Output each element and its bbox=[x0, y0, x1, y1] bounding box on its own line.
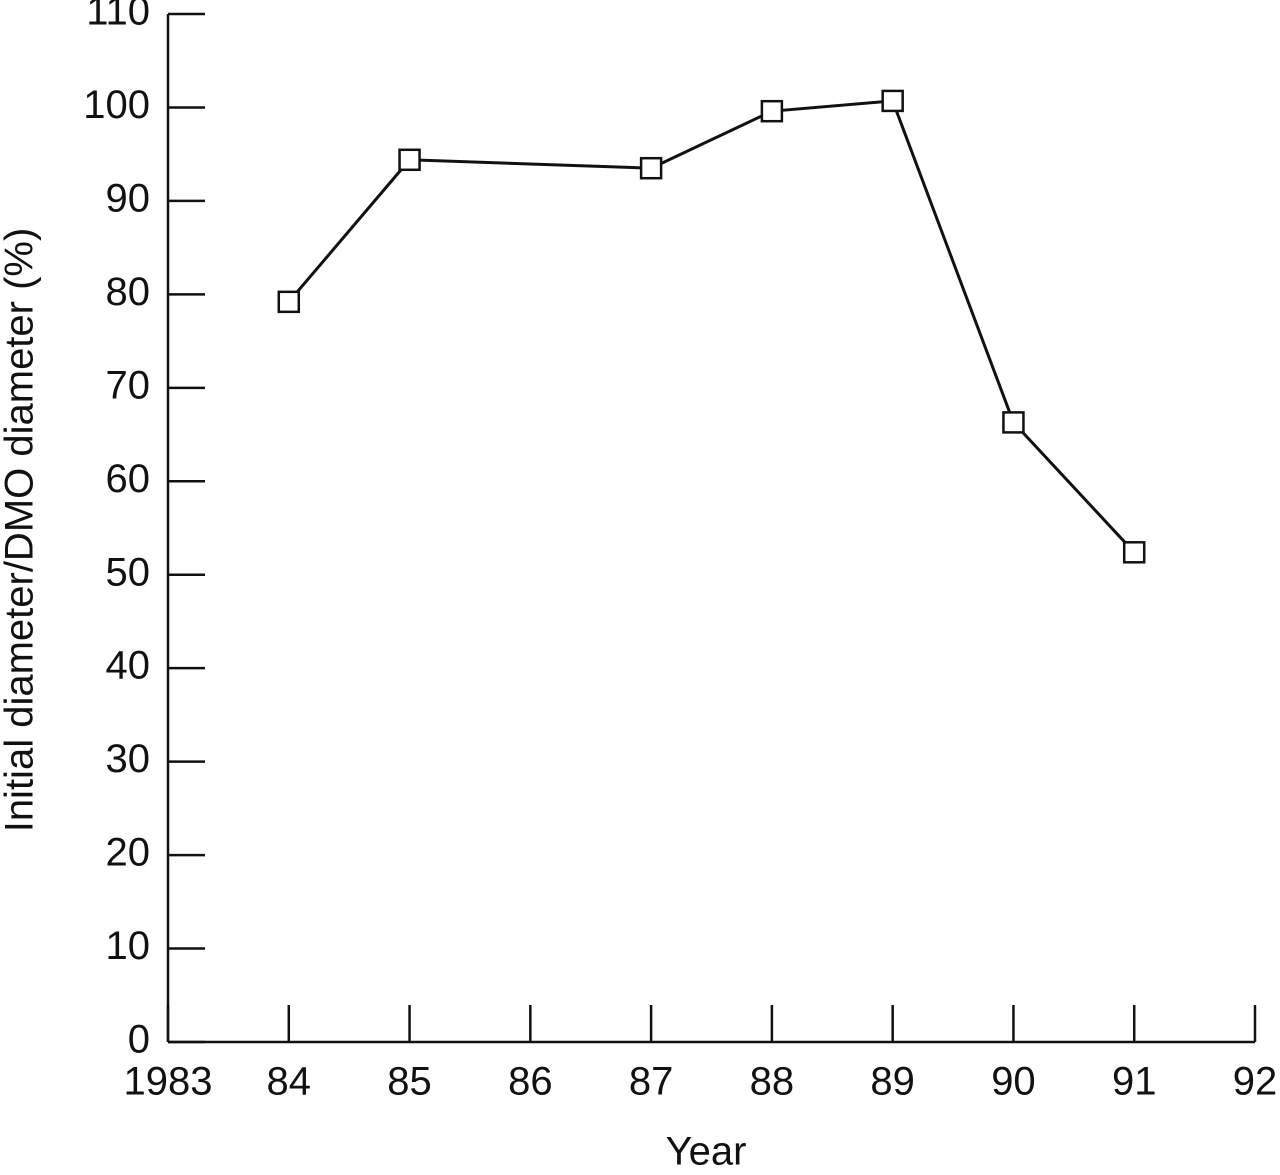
x-tick-label: 87 bbox=[629, 1060, 674, 1104]
y-tick-label: 50 bbox=[106, 550, 151, 594]
data-point bbox=[639, 156, 663, 180]
data-point bbox=[398, 148, 421, 172]
y-tick-label: 40 bbox=[106, 644, 151, 688]
y-tick-label: 10 bbox=[106, 924, 151, 968]
y-tick-label: 80 bbox=[106, 270, 151, 314]
y-tick-label: 110 bbox=[86, 0, 150, 34]
x-tick-label: 86 bbox=[508, 1060, 553, 1104]
y-tick-label: 20 bbox=[106, 831, 151, 875]
y-tick-label: 30 bbox=[106, 737, 151, 781]
x-tick-label: 1983 bbox=[124, 1060, 213, 1104]
y-tick-label: 60 bbox=[106, 457, 151, 501]
y-tick-label: 100 bbox=[83, 83, 150, 127]
x-tick-label: 92 bbox=[1233, 1060, 1278, 1104]
data-point bbox=[1002, 411, 1025, 434]
y-tick-label: 0 bbox=[128, 1018, 150, 1062]
x-tick-label: 88 bbox=[750, 1060, 795, 1104]
data-point bbox=[1122, 541, 1146, 564]
data-point bbox=[277, 290, 301, 314]
x-tick-label: 91 bbox=[1112, 1060, 1157, 1104]
y-axis-label: Initial diameter/DMO diameter (%) bbox=[0, 228, 42, 833]
y-tick-label: 90 bbox=[106, 176, 151, 220]
y-tick-label: 70 bbox=[106, 363, 151, 407]
data-point bbox=[881, 89, 904, 113]
x-tick-label: 85 bbox=[387, 1060, 432, 1104]
x-axis-label: Year bbox=[666, 1130, 747, 1174]
x-tick-label: 90 bbox=[991, 1060, 1036, 1104]
data-point bbox=[760, 99, 784, 123]
x-tick-label: 89 bbox=[870, 1060, 915, 1104]
x-tick-label: 84 bbox=[267, 1060, 312, 1104]
